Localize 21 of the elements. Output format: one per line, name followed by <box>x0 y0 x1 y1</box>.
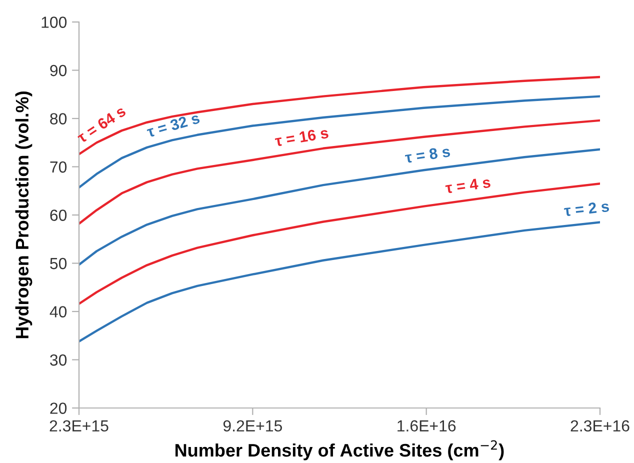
y-tick-label: 80 <box>50 113 67 124</box>
text: τ = 8 s <box>404 146 450 164</box>
y-tick-label: 50 <box>50 258 67 270</box>
y-tick-label: 60 <box>50 210 67 221</box>
y-tick-label: 70 <box>50 161 67 173</box>
x-axis-title: Number Density of Active Sites (cm$^{−2}$) <box>176 440 504 460</box>
text: τ = 16 s <box>274 127 329 147</box>
text: τ = 64 s <box>76 105 126 144</box>
y-tick-label: 40 <box>50 306 67 318</box>
x-tick-label: 2.3E+15 <box>50 420 108 432</box>
x-tick-label: 2.3E+16 <box>570 420 630 432</box>
x-tick-label: 9.2E+15 <box>223 420 282 432</box>
text: τ = 32 s <box>146 112 200 138</box>
text: τ = 2 s <box>564 200 610 216</box>
y-axis-title: Hydrogen Production (vol.%) <box>15 92 32 338</box>
y-tick-label: 90 <box>50 64 67 76</box>
y-tick-label: 100 <box>42 16 67 28</box>
y-tick-label: 20 <box>50 402 67 414</box>
y-tick-label: 30 <box>50 354 67 366</box>
text: τ = 4 s <box>444 176 491 194</box>
x-tick-label: 1.6E+16 <box>398 420 456 432</box>
